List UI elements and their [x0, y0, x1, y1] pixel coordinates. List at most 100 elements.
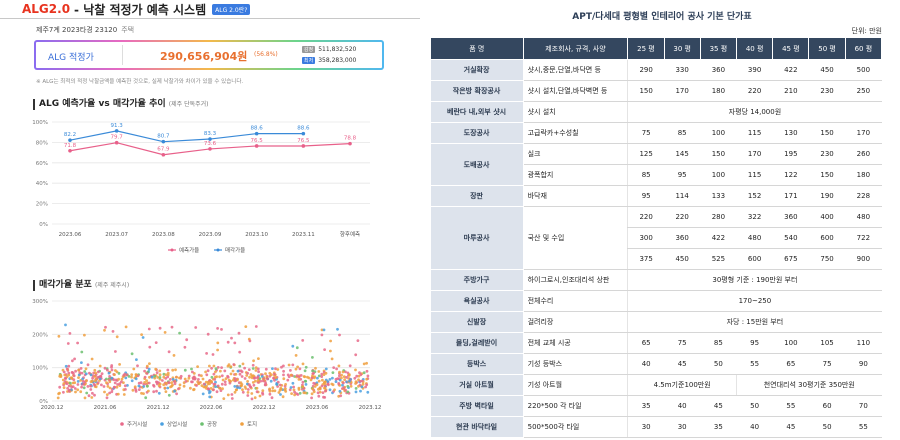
scatter-point: [289, 386, 293, 389]
series-line: [69, 130, 304, 143]
scatter-point: [94, 371, 97, 375]
scatter-point: [346, 390, 350, 394]
scatter-point: [113, 385, 116, 389]
scatter-point: [114, 350, 117, 353]
scatter-point: [317, 394, 321, 398]
scatter-point: [254, 379, 257, 383]
scatter-point: [345, 380, 349, 384]
scatter-point: [67, 373, 71, 377]
scatter-point: [323, 380, 326, 384]
spec-cell: 전체 교체 시공: [523, 332, 628, 354]
scatter-point: [231, 369, 235, 373]
scatter-point: [130, 373, 134, 376]
value-cell: 152: [736, 185, 773, 207]
column-header: 품 명: [430, 37, 524, 60]
scatter-point: [289, 369, 292, 372]
scatter-point: [236, 378, 239, 382]
scatter-point: [357, 378, 360, 382]
scatter-point: [297, 386, 301, 390]
scatter-point: [154, 367, 158, 371]
scatter-point: [187, 376, 191, 380]
scatter-point: [65, 382, 69, 385]
table-row: 몰딩,걸레받이 전체 교체 시공 65 75 85 95 100 105 110: [430, 332, 882, 354]
info-badge-button[interactable]: ALG 2.0란?: [212, 3, 251, 15]
scatter-point: [216, 348, 220, 352]
data-label: 67.9: [157, 147, 170, 153]
data-label: 73.6: [204, 141, 217, 147]
data-point: [254, 144, 259, 148]
scatter-point: [166, 375, 170, 379]
spec-cell: 전체수리: [523, 290, 628, 312]
scatter-point: [98, 364, 102, 368]
scatter-point: [282, 369, 285, 373]
value-cell: 105: [808, 332, 846, 354]
appraisal-row: 감정 511,832,520: [302, 46, 356, 53]
scatter-point: [311, 387, 315, 391]
scatter-point: [224, 383, 227, 386]
scatter-point: [246, 391, 250, 394]
value-cell: 675: [772, 248, 809, 270]
y-tick-label: 300%: [32, 299, 48, 305]
scatter-point: [154, 341, 158, 344]
scatter-point: [90, 396, 94, 399]
value-cell: 540: [772, 227, 809, 249]
scatter-point: [172, 354, 176, 357]
scatter-point: [83, 333, 86, 337]
scatter-point: [145, 384, 149, 388]
scatter-point: [338, 389, 342, 393]
scatter-point: [264, 372, 267, 376]
scatter-point: [64, 376, 67, 380]
scatter-point: [328, 388, 332, 392]
scatter-point: [62, 386, 66, 389]
scatter-point: [164, 373, 168, 377]
data-label: 79.7: [111, 135, 124, 141]
scatter-point: [252, 383, 256, 387]
scatter-point: [316, 376, 319, 380]
scatter-point: [213, 378, 217, 381]
scatter-point: [58, 374, 62, 378]
scatter-point: [136, 364, 139, 368]
scatter-point: [147, 381, 151, 385]
scatter-point: [233, 341, 237, 345]
scatter-point: [324, 371, 328, 375]
scatter-point: [171, 368, 175, 372]
value-cell: 322: [736, 206, 773, 228]
scatter-point: [211, 353, 215, 356]
legend-marker: [200, 422, 204, 426]
x-tick-label: 2023.09: [199, 232, 222, 238]
scatter-point: [214, 385, 218, 388]
scatter-point: [147, 389, 150, 393]
scatter-point: [216, 327, 220, 330]
scatter-point: [131, 388, 135, 392]
scatter-point: [338, 374, 341, 378]
scatter-point: [358, 383, 362, 387]
category-cell: 등박스: [430, 353, 524, 375]
scatter-point: [258, 394, 262, 398]
value-cell: 400: [808, 206, 846, 228]
scatter-point: [331, 371, 335, 374]
scatter-point: [221, 387, 224, 391]
scatter-point: [201, 392, 205, 396]
scatter-point: [295, 346, 299, 350]
scatter-point: [324, 389, 328, 393]
scatter-point: [189, 386, 192, 390]
scatter-point: [274, 367, 277, 371]
scatter-point: [304, 383, 308, 386]
scatter-point: [358, 371, 361, 375]
spec-cell: 500*500각 타일: [523, 416, 628, 438]
scatter-point: [314, 366, 317, 370]
scatter-point: [196, 365, 200, 368]
scatter-point: [67, 371, 71, 375]
value-cell: 220: [627, 206, 665, 228]
scatter-point: [166, 368, 170, 372]
brand-logo: ALG2.0: [22, 2, 71, 16]
y-tick-label: 0%: [39, 222, 48, 228]
scatter-point: [233, 385, 237, 388]
scatter-point: [82, 386, 86, 390]
scatter-point: [155, 389, 158, 393]
scatter-point: [206, 387, 210, 391]
scatter-point: [241, 362, 245, 366]
scatter-point: [299, 374, 303, 377]
scatter-point: [185, 338, 189, 342]
merged-value-cell: 자평당 14,000원: [627, 101, 882, 123]
